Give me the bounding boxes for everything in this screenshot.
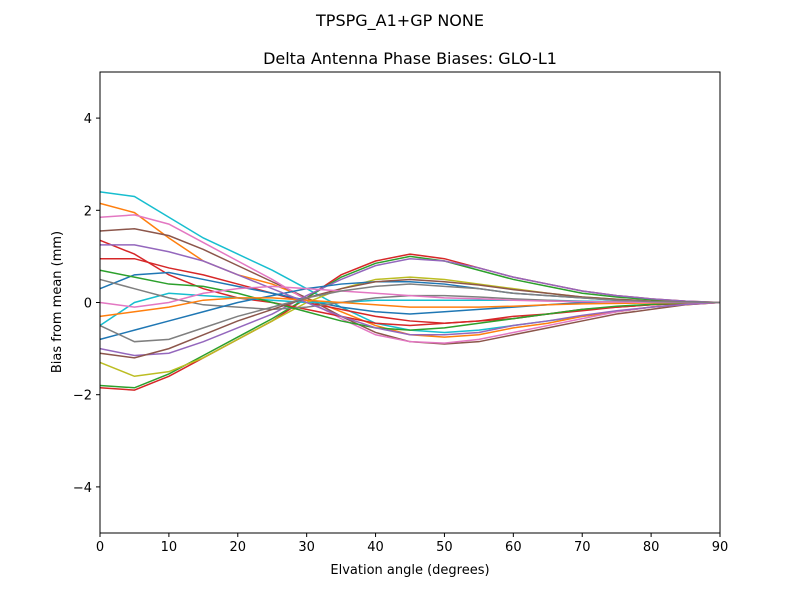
- series-line: [99, 297, 720, 318]
- chart-title: Delta Antenna Phase Biases: GLO-L1: [263, 49, 557, 68]
- series-line: [99, 257, 721, 357]
- x-tick-label: 90: [712, 540, 729, 555]
- x-axis-label: Elvation angle (degrees): [330, 563, 489, 578]
- y-tick-label: −2: [73, 389, 92, 404]
- series-line: [99, 191, 721, 334]
- series-line: [99, 276, 721, 378]
- y-axis-label: Bias from mean (mm): [50, 231, 65, 373]
- x-tick-label: 40: [367, 540, 384, 555]
- suptitle: TPSPG_A1+GP NONE: [315, 11, 484, 31]
- series-line: [99, 253, 721, 391]
- series-line: [99, 202, 721, 338]
- x-tick-label: 80: [643, 540, 660, 555]
- y-tick-label: 2: [84, 204, 92, 219]
- x-tick-label: 60: [505, 540, 522, 555]
- series-line: [99, 255, 721, 389]
- series-line: [99, 283, 721, 343]
- x-tick-label: 70: [574, 540, 591, 555]
- y-tick-label: 0: [84, 297, 92, 312]
- y-tick-label: 4: [84, 112, 92, 127]
- y-tick-label: −4: [73, 481, 92, 496]
- series-line: [100, 244, 721, 336]
- series-line: [99, 278, 721, 359]
- x-tick-label: 10: [161, 540, 178, 555]
- x-tick-label: 50: [436, 540, 453, 555]
- series-line: [99, 285, 720, 308]
- series-line: [99, 269, 721, 331]
- x-tick-label: 20: [230, 540, 247, 555]
- series-line: [100, 257, 721, 324]
- series-line: [99, 214, 721, 344]
- x-tick-label: 0: [96, 540, 104, 555]
- x-tick-label: 30: [298, 540, 315, 555]
